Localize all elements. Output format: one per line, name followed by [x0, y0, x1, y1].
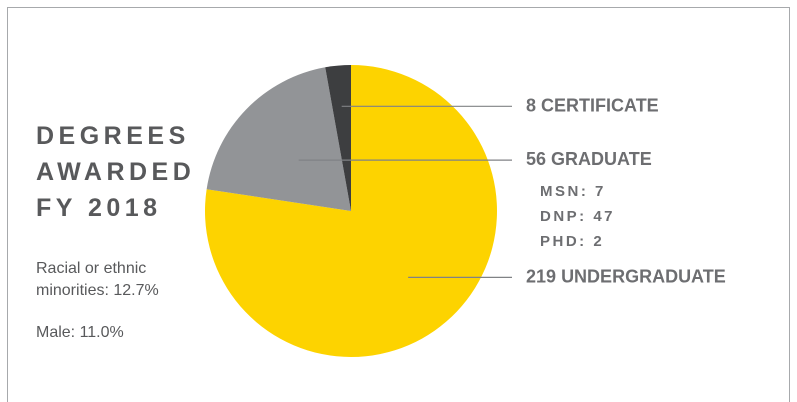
breakdown-label: PHD: 2 [540, 233, 604, 250]
note: Racial or ethnic minorities: 12.7% [36, 260, 159, 299]
breakdown-value: 2 [593, 233, 604, 250]
slice-value: 219 [526, 266, 556, 286]
slice-name: CERTIFICATE [541, 95, 659, 115]
pie-slice [325, 65, 351, 211]
slice-value: 8 [526, 95, 536, 115]
breakdown-name: PHD: [540, 233, 587, 250]
breakdown-name: MSN: [540, 183, 588, 200]
breakdown-value: 7 [595, 183, 606, 200]
pie-slice [206, 67, 351, 211]
slice-name: GRADUATE [551, 149, 652, 169]
chart-title: DEGREES AWARDED FY 2018 [36, 122, 196, 222]
frame [7, 7, 790, 402]
slice-label: 56 GRADUATE [526, 149, 652, 169]
breakdown-name: DNP: [540, 208, 587, 225]
breakdown-value: 47 [593, 208, 615, 225]
slice-name: UNDERGRADUATE [561, 266, 726, 286]
slice-label: 8 CERTIFICATE [526, 95, 659, 115]
breakdown-label: DNP: 47 [540, 208, 615, 225]
slice-label: 219 UNDERGRADUATE [526, 266, 726, 286]
breakdown-label: MSN: 7 [540, 183, 606, 200]
slice-value: 56 [526, 149, 546, 169]
note: Male: 11.0% [36, 324, 124, 341]
